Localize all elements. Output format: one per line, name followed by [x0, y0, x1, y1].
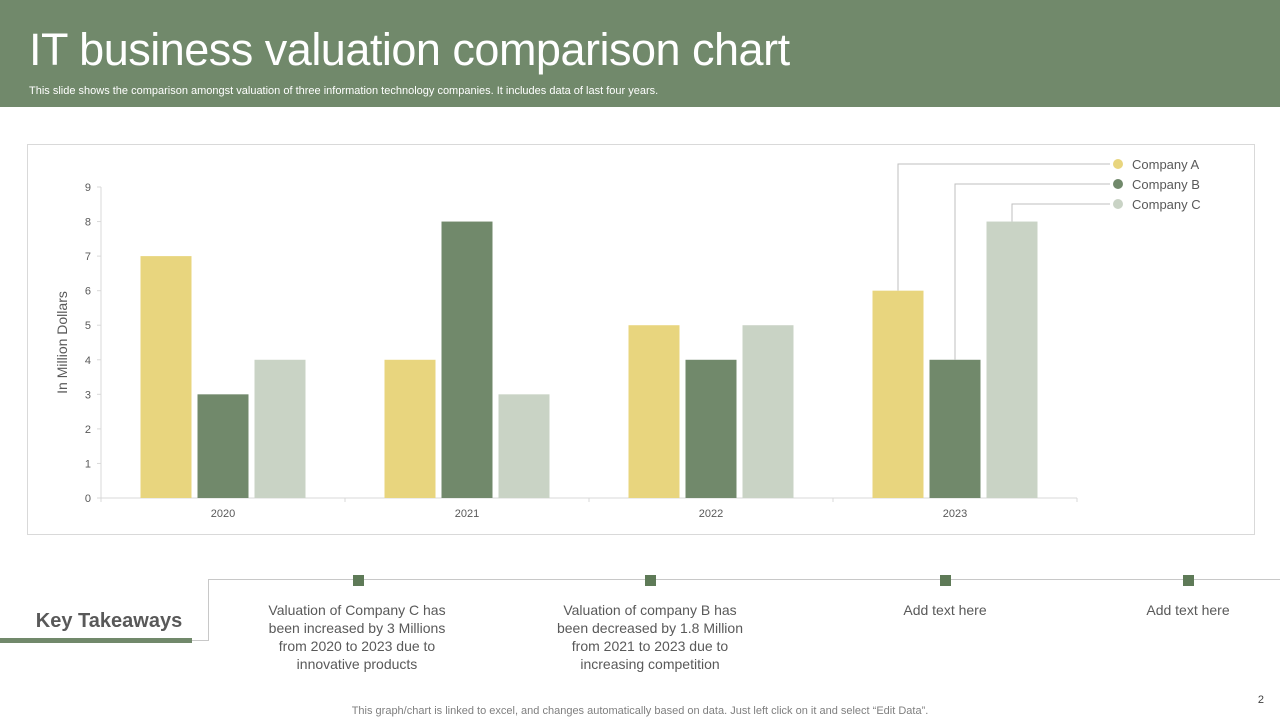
bar-company-b-2021 — [441, 221, 493, 499]
legend-marker — [1113, 199, 1123, 209]
bar-company-b-2020 — [197, 394, 249, 498]
bar-company-a-2023 — [872, 290, 924, 498]
takeaway-text-1[interactable]: Valuation of Company C has been increase… — [268, 602, 446, 672]
takeaway-text-3[interactable]: Add text here — [903, 602, 987, 618]
x-tick-label: 2021 — [455, 508, 479, 520]
legend-label: Company B — [1132, 177, 1200, 192]
bar-company-c-2020 — [254, 359, 306, 498]
bar-company-b-2022 — [685, 359, 737, 498]
timeline-marker-3 — [940, 575, 951, 586]
legend-label: Company C — [1132, 197, 1201, 212]
slide-title: IT business valuation comparison chart — [29, 24, 790, 75]
page-number: 2 — [1257, 694, 1264, 706]
y-tick-label: 5 — [85, 320, 91, 332]
y-tick-label: 6 — [85, 286, 91, 298]
y-tick-label: 0 — [85, 493, 91, 505]
key-takeaways-underline — [0, 638, 192, 643]
takeaway-text-2[interactable]: Valuation of company B has been decrease… — [556, 602, 743, 672]
bar-company-c-2021 — [498, 394, 550, 498]
timeline-line — [208, 579, 1280, 580]
x-tick-label: 2022 — [699, 508, 723, 520]
bar-company-b-2023 — [929, 359, 981, 498]
bar-company-a-2021 — [384, 359, 436, 498]
bar-company-a-2022 — [628, 325, 680, 498]
legend-label: Company A — [1132, 157, 1200, 172]
y-tick-label: 3 — [85, 389, 91, 401]
y-axis-label: In Million Dollars — [54, 291, 70, 394]
legend-marker — [1113, 159, 1123, 169]
y-tick-label: 8 — [85, 217, 91, 229]
x-tick-label: 2020 — [211, 508, 235, 520]
timeline-marker-4 — [1183, 575, 1194, 586]
legend-leader-line — [954, 183, 1110, 360]
bar-company-a-2020 — [140, 256, 192, 498]
bar-company-c-2023 — [986, 221, 1038, 499]
bar-company-c-2022 — [742, 325, 794, 498]
slide-header: IT business valuation comparison chart T… — [0, 0, 1280, 107]
y-tick-label: 2 — [85, 424, 91, 436]
x-tick-label: 2023 — [943, 508, 967, 520]
legend-leader-line — [1011, 203, 1110, 222]
legend-marker — [1113, 179, 1123, 189]
legend-leader-line — [897, 163, 1110, 291]
takeaway-text-4[interactable]: Add text here — [1146, 602, 1230, 618]
timeline-connector — [208, 579, 209, 641]
y-tick-label: 7 — [85, 251, 91, 263]
footer-note: This graph/chart is linked to excel, and… — [351, 705, 929, 717]
y-tick-label: 9 — [85, 182, 91, 194]
bar-chart[interactable]: 0 1 2 3 4 5 6 7 8 9 In Million Dollars 2020 2021 2022… — [28, 145, 1254, 534]
timeline-marker-2 — [645, 575, 656, 586]
timeline-marker-1 — [353, 575, 364, 586]
slide-subtitle: This slide shows the comparison amongst … — [29, 85, 659, 97]
chart-container[interactable]: 0 1 2 3 4 5 6 7 8 9 In Million Dollars 2020 2021 2022… — [27, 144, 1255, 535]
y-tick-label: 1 — [85, 458, 91, 470]
y-tick-label: 4 — [85, 355, 91, 367]
key-takeaways-heading: Key Takeaways — [35, 610, 183, 632]
